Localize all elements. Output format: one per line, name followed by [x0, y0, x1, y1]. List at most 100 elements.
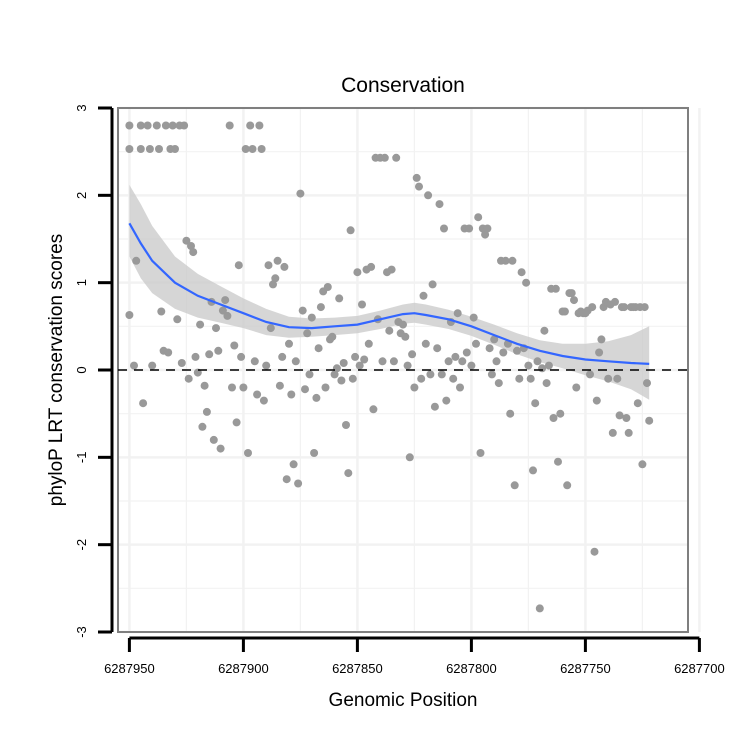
- smooth-line: [128, 222, 650, 365]
- data-point: [586, 370, 594, 379]
- data-point: [442, 396, 451, 405]
- data-point: [604, 374, 613, 383]
- data-point: [549, 414, 558, 422]
- data-point: [125, 121, 134, 130]
- data-point: [419, 291, 428, 300]
- data-point: [244, 449, 252, 457]
- data-point: [305, 370, 314, 379]
- data-point: [385, 326, 394, 335]
- y-tick-label: 0: [74, 366, 89, 373]
- y-axis: -3 -2 -1 0 1 2 3: [74, 104, 114, 638]
- data-point: [643, 379, 651, 388]
- data-point: [540, 326, 549, 335]
- data-point: [191, 352, 200, 361]
- data-point: [187, 242, 195, 250]
- data-point: [513, 346, 521, 355]
- data-point: [433, 344, 442, 353]
- data-point: [275, 381, 284, 390]
- x-tick-label: 6287800: [446, 661, 497, 676]
- data-point: [255, 121, 264, 130]
- data-point: [597, 335, 606, 344]
- data-point: [234, 261, 243, 270]
- data-point: [410, 383, 419, 392]
- data-point: [570, 296, 578, 305]
- data-point: [595, 348, 604, 357]
- data-point: [269, 280, 277, 289]
- x-tick-label: 6287700: [674, 661, 725, 676]
- data-point: [136, 121, 145, 130]
- data-point: [567, 289, 576, 298]
- data-point: [264, 261, 273, 270]
- y-tick-label: 2: [74, 192, 89, 199]
- data-point: [202, 407, 211, 416]
- data-point: [358, 300, 366, 309]
- data-point: [196, 320, 205, 329]
- data-point: [542, 379, 551, 388]
- data-point: [180, 121, 189, 130]
- data-point: [125, 311, 134, 319]
- data-point: [437, 370, 446, 379]
- data-point: [285, 339, 293, 348]
- data-point: [640, 303, 649, 312]
- data-point: [469, 313, 478, 322]
- data-point: [524, 361, 533, 370]
- data-point: [451, 352, 460, 361]
- data-point: [474, 213, 483, 222]
- data-point: [246, 121, 255, 130]
- data-point: [533, 357, 542, 366]
- data-point: [421, 339, 430, 348]
- data-point: [492, 357, 501, 366]
- data-point: [560, 307, 569, 316]
- data-point: [346, 226, 355, 235]
- data-point: [458, 357, 467, 366]
- data-point: [355, 361, 364, 370]
- data-point: [387, 265, 396, 274]
- data-point: [328, 332, 337, 341]
- data-point: [392, 153, 401, 162]
- data-point: [136, 145, 145, 153]
- x-tick-label: 6287900: [218, 661, 269, 676]
- data-point: [205, 350, 214, 359]
- data-point: [517, 268, 526, 277]
- data-point: [145, 145, 154, 153]
- data-point: [257, 145, 266, 153]
- data-point: [424, 191, 433, 200]
- data-point: [531, 399, 540, 408]
- data-point: [228, 383, 236, 392]
- x-axis: 6287950 6287900 6287850 6287800 6287750 62877…: [104, 636, 725, 676]
- y-tick-label: 1: [74, 279, 89, 286]
- data-point: [262, 361, 271, 370]
- data-point: [551, 284, 560, 293]
- data-point: [554, 457, 562, 466]
- data-point: [501, 256, 510, 265]
- data-point: [253, 390, 262, 399]
- data-point: [289, 460, 298, 469]
- data-point: [487, 370, 496, 379]
- data-point: [465, 224, 474, 233]
- data-point: [168, 121, 177, 130]
- data-point: [316, 303, 325, 312]
- x-tick-label: 6287750: [560, 661, 611, 676]
- data-point: [296, 189, 305, 198]
- data-point: [321, 383, 330, 392]
- data-point: [572, 383, 581, 392]
- confidence-band: [129, 184, 650, 400]
- data-points: [125, 121, 654, 613]
- data-point: [216, 444, 225, 453]
- data-point: [339, 359, 348, 367]
- data-point: [307, 313, 316, 322]
- y-tick-label: -3: [74, 626, 89, 638]
- data-point: [337, 376, 346, 385]
- data-point: [440, 224, 448, 233]
- data-point: [494, 379, 503, 388]
- data-point: [515, 374, 524, 383]
- data-point: [510, 481, 519, 490]
- data-point: [415, 182, 423, 191]
- data-point: [417, 374, 426, 383]
- data-point: [430, 402, 439, 411]
- data-point: [389, 357, 398, 366]
- data-point: [405, 453, 414, 462]
- data-point: [499, 348, 508, 357]
- y-axis-label: phyloP LRT conservation scores: [46, 234, 67, 507]
- data-point: [529, 466, 537, 475]
